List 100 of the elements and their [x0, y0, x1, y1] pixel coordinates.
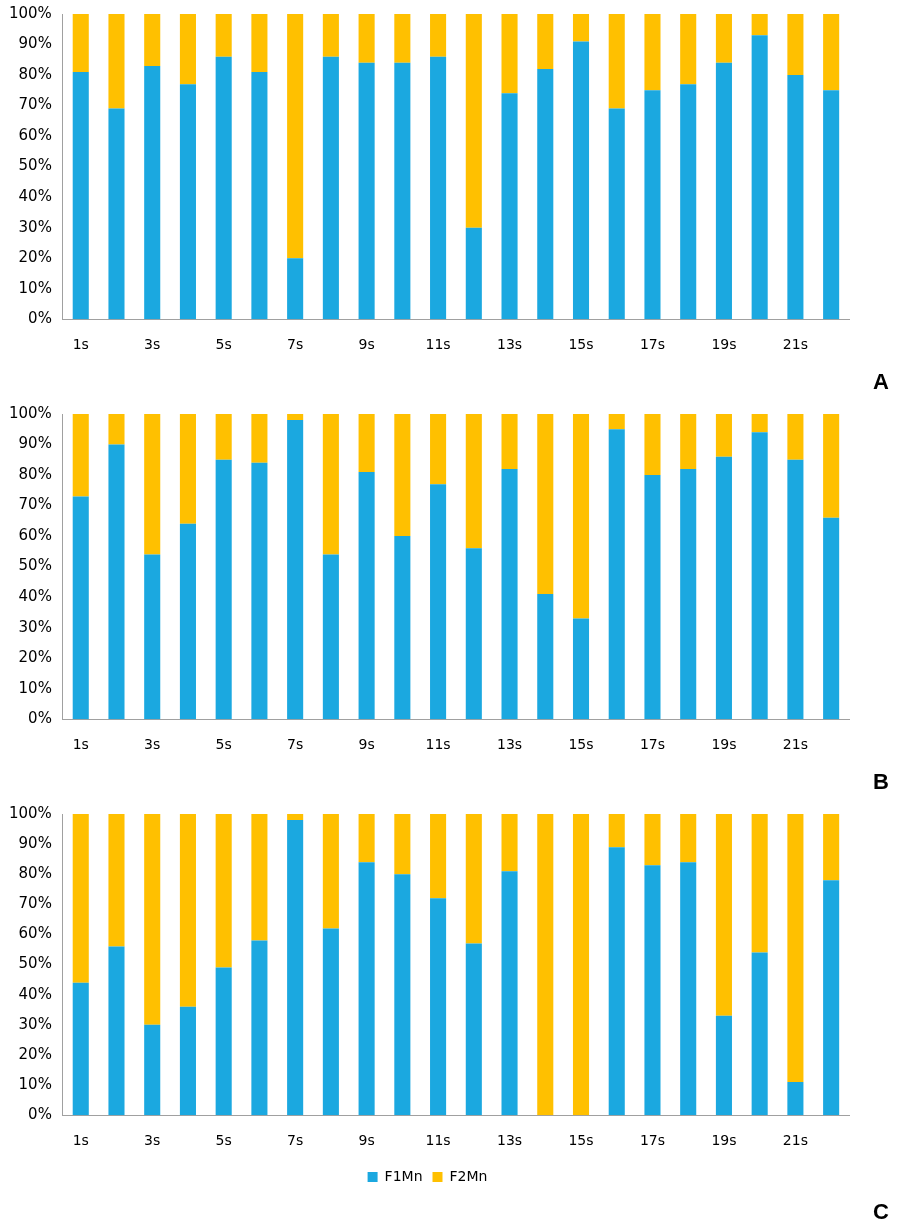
bar [537, 414, 554, 595]
y-tick-label: 20% [18, 248, 52, 267]
bar [215, 459, 232, 720]
x-tick-label: 7s [287, 336, 304, 353]
text: A [873, 369, 890, 395]
x-tick-label: 17s [639, 1132, 666, 1149]
bar [144, 414, 161, 555]
x-tick-label: 15s [568, 1132, 594, 1149]
bar [680, 14, 697, 85]
bar [608, 14, 625, 109]
bar [358, 862, 375, 1116]
bar [787, 459, 804, 720]
bar [287, 258, 304, 320]
bar [215, 814, 232, 968]
bar [430, 814, 447, 899]
bar [501, 814, 518, 872]
x-tick-label: 21s [782, 736, 808, 753]
bar [501, 468, 518, 720]
y-tick-label: 30% [18, 217, 52, 236]
x-tick-label: 17s [639, 736, 666, 753]
bar [287, 814, 304, 821]
y-tick-label: 10% [18, 1074, 52, 1093]
bar [394, 14, 411, 63]
y-tick-label: 40% [18, 187, 52, 206]
x-tick-label: 5s [215, 736, 232, 753]
bar [572, 814, 590, 1116]
x-tick-label: 3s [144, 736, 161, 753]
bar [72, 496, 89, 720]
bar [394, 414, 411, 537]
y-tick-label: 50% [18, 954, 52, 973]
bar [322, 814, 339, 929]
bar [715, 414, 732, 457]
y-tick-label: 60% [18, 125, 52, 144]
y-tick-label: 30% [18, 1014, 52, 1033]
bar [644, 814, 661, 866]
x-tick-label: 3s [144, 1132, 161, 1149]
bar [430, 898, 447, 1116]
legend-label: F2Mn [449, 1167, 488, 1184]
bar [251, 414, 268, 463]
x-tick-label: 19s [711, 1132, 737, 1149]
bar [179, 414, 196, 524]
bar [465, 14, 482, 228]
bar [680, 862, 697, 1116]
bar [465, 227, 482, 320]
bar [394, 874, 411, 1116]
bar [465, 943, 482, 1116]
bar [751, 14, 768, 36]
bar [644, 475, 661, 720]
bar [608, 108, 625, 320]
bar [680, 814, 697, 863]
bar [751, 814, 768, 953]
bar [108, 444, 125, 720]
bar [215, 56, 232, 320]
bar [430, 14, 447, 57]
bar [823, 90, 840, 320]
x-tick-label: 1s [72, 736, 89, 753]
bar [501, 93, 518, 320]
bar [108, 414, 125, 445]
y-tick-label: 0% [28, 309, 52, 328]
bar [358, 14, 375, 63]
bar [572, 414, 590, 619]
bar [287, 820, 304, 1116]
x-tick-label: 21s [782, 336, 808, 353]
x-tick-label: 19s [711, 736, 737, 753]
bar [358, 62, 375, 320]
x-tick-label: 9s [358, 1132, 375, 1149]
bar [608, 847, 625, 1116]
bar [251, 940, 268, 1116]
bar [215, 414, 232, 460]
bar [608, 814, 625, 848]
bar [251, 462, 268, 720]
x-tick-label: 13s [496, 1132, 523, 1149]
x-tick-label: 7s [287, 736, 304, 753]
bar [179, 1006, 196, 1116]
bar [537, 814, 554, 1116]
bar [430, 56, 447, 320]
bar [465, 414, 482, 549]
bar [715, 814, 732, 1016]
x-tick-label: 9s [358, 336, 375, 353]
bar [72, 982, 89, 1116]
bar [394, 814, 411, 875]
bar [322, 554, 339, 720]
bar [823, 14, 840, 91]
bar [108, 814, 125, 947]
bar [501, 871, 518, 1116]
bar [287, 414, 304, 421]
bar [430, 414, 447, 485]
bar [251, 814, 268, 941]
bar [537, 68, 554, 320]
bar [715, 14, 732, 63]
bar [72, 14, 89, 72]
bar [715, 456, 732, 720]
bar [751, 432, 768, 720]
bar [751, 35, 768, 320]
y-tick-label: 80% [18, 464, 52, 483]
y-tick-label: 60% [18, 525, 52, 544]
bar [644, 14, 661, 91]
bar [787, 414, 804, 460]
bar [680, 468, 697, 720]
y-tick-label: 100% [8, 3, 52, 22]
